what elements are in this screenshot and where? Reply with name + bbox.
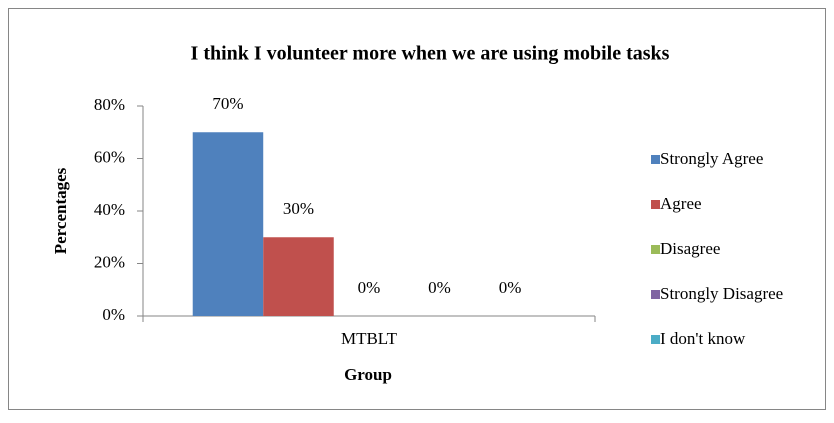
- y-axis-label: Percentages: [51, 167, 70, 254]
- legend-swatch: [651, 155, 660, 164]
- legend-swatch: [651, 290, 660, 299]
- legend-label: Strongly Disagree: [660, 284, 783, 303]
- legend-label: Agree: [660, 194, 702, 213]
- legend-label: Strongly Agree: [660, 149, 763, 168]
- y-tick-label: 20%: [94, 252, 125, 271]
- bar: [263, 237, 334, 316]
- y-tick-label: 80%: [94, 95, 125, 114]
- legend-swatch: [651, 335, 660, 344]
- data-label: 30%: [283, 199, 314, 218]
- y-tick-label: 60%: [94, 147, 125, 166]
- y-tick-label: 40%: [94, 200, 125, 219]
- legend-swatch: [651, 200, 660, 209]
- x-tick-label: MTBLT: [341, 329, 398, 348]
- legend-swatch: [651, 245, 660, 254]
- data-label: 0%: [358, 278, 381, 297]
- y-tick-label: 0%: [102, 305, 125, 324]
- legend-label: Disagree: [660, 239, 720, 258]
- data-label: 70%: [212, 94, 243, 113]
- data-label: 0%: [428, 278, 451, 297]
- legend-label: I don't know: [660, 329, 746, 348]
- chart-border: [8, 8, 826, 410]
- x-axis-label: Group: [344, 365, 392, 384]
- bar: [192, 132, 264, 316]
- data-label: 0%: [499, 278, 522, 297]
- chart-title: I think I volunteer more when we are usi…: [191, 43, 670, 65]
